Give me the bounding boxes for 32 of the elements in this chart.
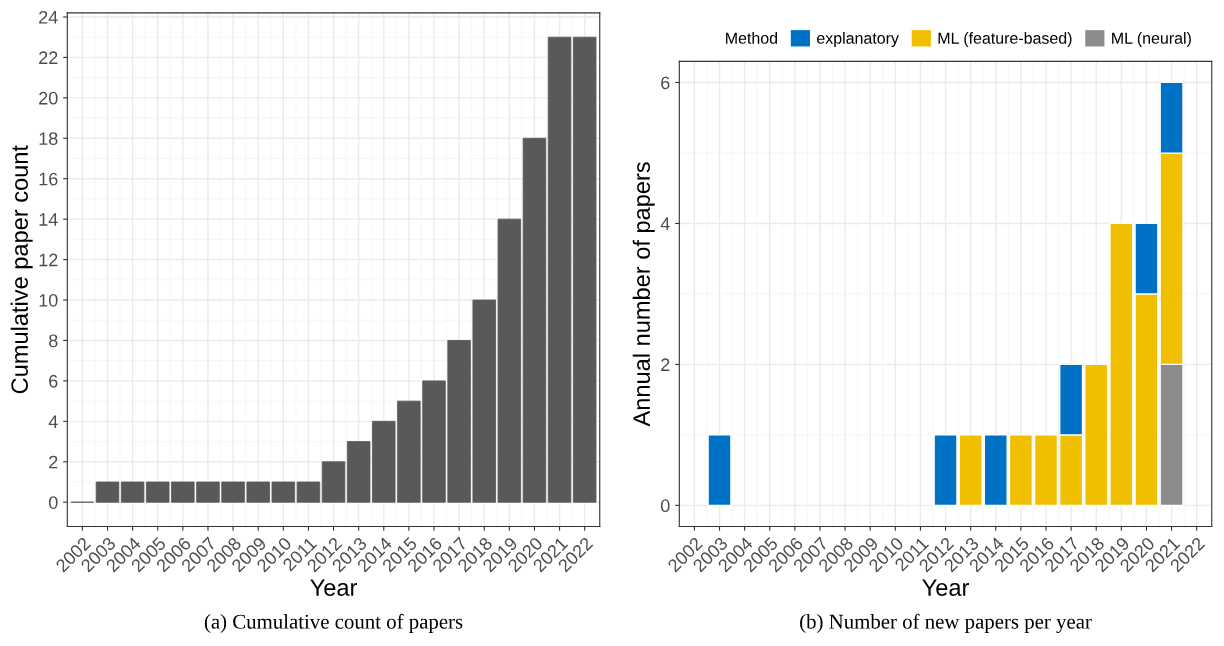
legend-label: ML (feature-based) (938, 32, 1072, 47)
bar (321, 461, 346, 503)
x-axis-title: Year (310, 579, 358, 596)
x-axis-title: Year (922, 579, 970, 596)
legend-title: Method (726, 32, 778, 44)
bar (707, 434, 732, 506)
y-tick-label: 14 (39, 213, 58, 226)
y-tick-label: 2 (49, 455, 58, 469)
y-tick-label: 6 (661, 76, 670, 90)
text: (a) Cumulative count of papers (204, 613, 463, 633)
y-tick-label: 6 (49, 374, 58, 388)
y-tick-label: 4 (660, 217, 670, 230)
y-tick-label: 8 (49, 334, 58, 348)
y-tick-label: 0 (660, 499, 670, 513)
y-tick-label: 16 (39, 172, 58, 186)
y-tick-label: 18 (39, 132, 58, 145)
bar (933, 434, 958, 506)
y-tick-label: 12 (39, 253, 58, 267)
legend-label: ML (neural) (1112, 32, 1191, 47)
y-tick-label: 24 (39, 10, 58, 24)
y-tick-label: 4 (48, 415, 58, 428)
y-tick-label: 20 (39, 91, 58, 105)
y-tick-label: 22 (39, 51, 58, 64)
bar (522, 137, 547, 503)
y-axis-title: Annual number of papers (632, 162, 655, 427)
y-tick-label: 2 (661, 358, 670, 371)
bar (95, 481, 120, 503)
y-tick-label: 10 (39, 293, 58, 307)
y-tick-label: 0 (48, 496, 58, 509)
y-axis-title: Cumulative paper count (10, 145, 33, 394)
text: (b) Number of new papers per year (800, 613, 1092, 633)
legend-label: explanatory (817, 32, 899, 47)
